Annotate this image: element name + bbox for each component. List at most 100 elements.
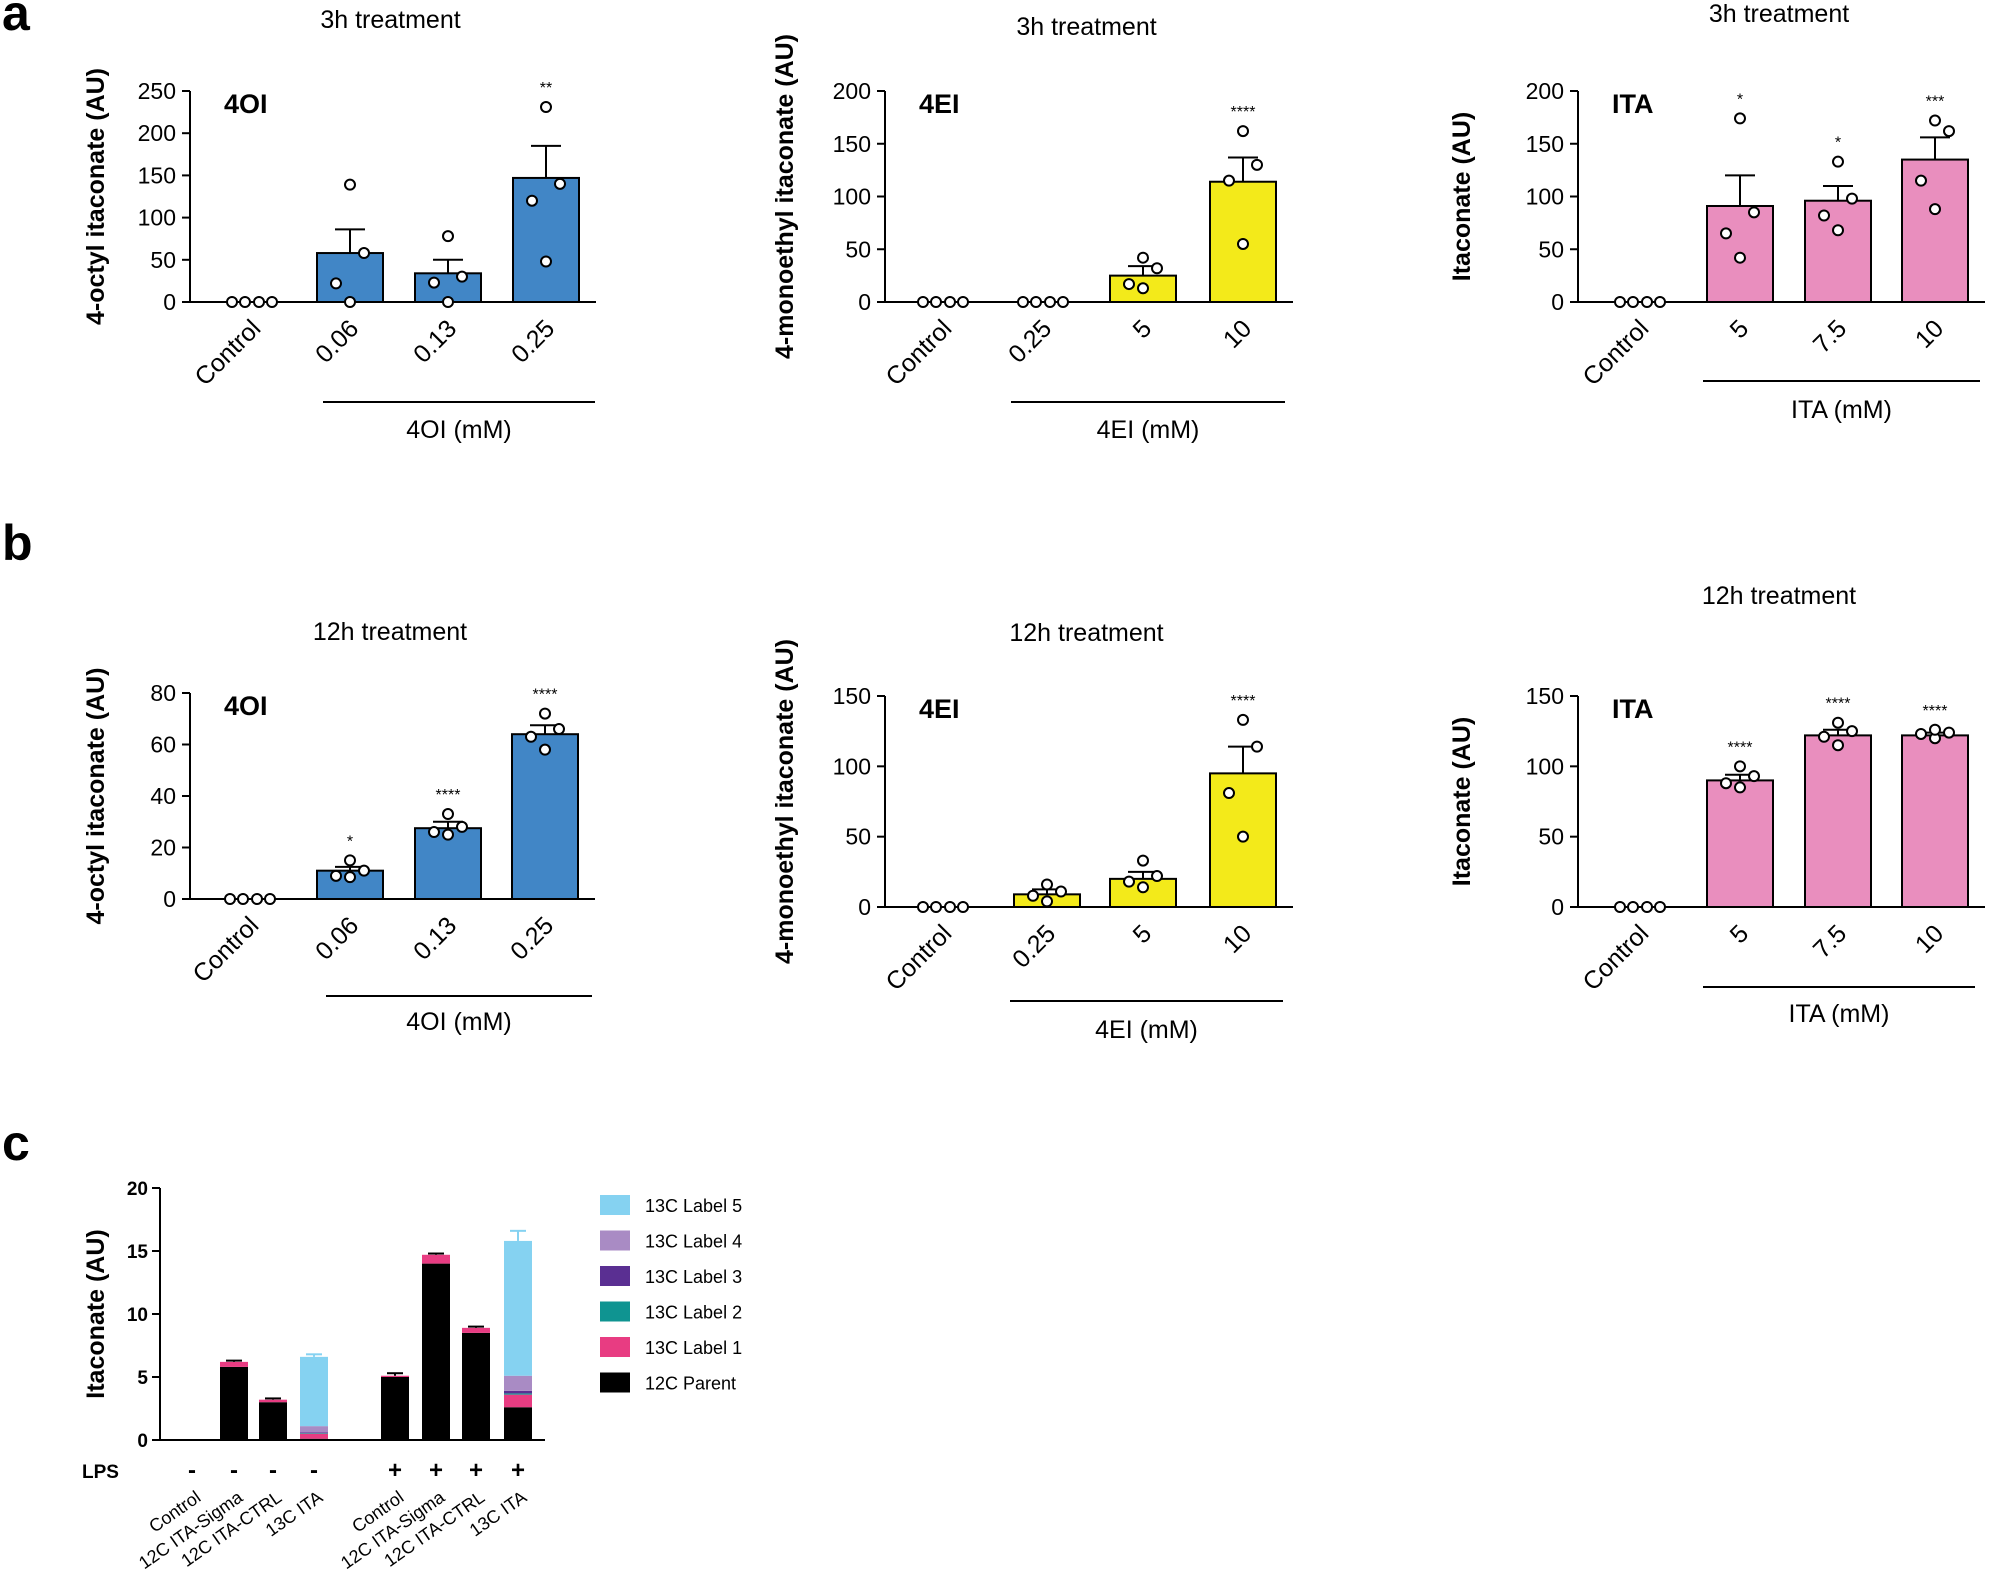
inset-label: 4OI xyxy=(224,89,268,119)
y-axis-label: 4-monoethyl itaconate (AU) xyxy=(771,639,799,964)
bar xyxy=(316,252,384,304)
data-point xyxy=(456,270,468,283)
stack-segment xyxy=(504,1394,532,1408)
data-point xyxy=(526,194,538,207)
data-point xyxy=(1846,725,1858,738)
data-point xyxy=(930,296,942,308)
data-point xyxy=(226,296,238,308)
significance-label: **** xyxy=(1728,739,1753,756)
significance-label: * xyxy=(1737,91,1743,108)
chart-b3: 12h treatment ITA Itaconate (AU) 0 50 100 150 C… xyxy=(1448,582,1985,1028)
stack-segment xyxy=(504,1375,532,1391)
y-tick-label: 0 xyxy=(1551,289,1564,315)
data-point xyxy=(540,255,552,268)
y-tick-label: 200 xyxy=(138,120,176,146)
data-point xyxy=(1654,901,1666,913)
lps-sign: - xyxy=(310,1457,318,1484)
data-point xyxy=(1041,895,1053,908)
significance-label: * xyxy=(1835,135,1841,152)
data-point xyxy=(344,871,356,884)
y-tick-label: 50 xyxy=(845,824,871,850)
group-label: ITA (mM) xyxy=(1789,1000,1890,1028)
data-point xyxy=(1044,296,1056,308)
data-point xyxy=(344,854,356,867)
stack-segment xyxy=(259,1402,287,1440)
x-tick-label: 0.25 xyxy=(506,314,560,368)
y-tick-label: 100 xyxy=(138,205,176,231)
legend-swatch xyxy=(600,1301,630,1322)
data-point xyxy=(456,820,468,833)
x-tick-label: 0.06 xyxy=(310,911,364,965)
chart-title: 12h treatment xyxy=(1702,582,1856,610)
data-point xyxy=(1123,875,1135,888)
lps-sign: - xyxy=(269,1457,277,1484)
data-point xyxy=(1748,206,1760,219)
x-tick-label: 10 xyxy=(1910,919,1949,958)
lps-row-label: LPS xyxy=(82,1462,119,1483)
y-tick-label: 50 xyxy=(1538,236,1564,262)
stack-segment xyxy=(300,1432,328,1434)
y-tick-label: 50 xyxy=(150,247,176,273)
data-point xyxy=(264,893,276,905)
data-point xyxy=(428,276,440,289)
data-point xyxy=(1137,251,1149,264)
data-point xyxy=(1818,730,1830,743)
data-point xyxy=(1654,296,1666,308)
data-point xyxy=(957,296,969,308)
data-point xyxy=(251,893,263,905)
legend-swatch xyxy=(600,1337,630,1357)
data-point xyxy=(1818,209,1830,222)
y-axis-label: Itaconate (AU) xyxy=(1448,112,1476,281)
data-point xyxy=(1137,854,1149,867)
y-tick-label: 0 xyxy=(858,894,871,920)
data-point xyxy=(1017,296,1029,308)
stack-segment xyxy=(300,1433,328,1439)
data-point xyxy=(1251,158,1263,171)
bar xyxy=(1804,199,1872,303)
y-tick-label: 15 xyxy=(127,1242,149,1263)
inset-label: ITA xyxy=(1612,89,1654,119)
data-point xyxy=(1720,777,1732,790)
stack-segment xyxy=(300,1426,328,1433)
data-point xyxy=(1123,278,1135,291)
data-point xyxy=(1832,739,1844,752)
data-point xyxy=(525,730,537,743)
data-point xyxy=(1915,174,1927,187)
panel-letter-b: b xyxy=(2,515,33,571)
y-tick-label: 0 xyxy=(1551,894,1564,920)
bar xyxy=(1901,734,1969,908)
lps-sign: - xyxy=(230,1457,238,1484)
y-tick-label: 150 xyxy=(138,162,176,188)
data-point xyxy=(554,177,566,190)
chart-b1: 12h treatment 4OI 4-octyl itaconate (AU) 0 2… xyxy=(82,618,595,1036)
y-tick-label: 100 xyxy=(833,753,871,779)
y-axis-label: Itaconate (AU) xyxy=(1448,717,1476,886)
inset-label: 4EI xyxy=(919,694,960,724)
data-point xyxy=(1832,224,1844,237)
significance-label: **** xyxy=(1826,696,1851,713)
data-point xyxy=(944,296,956,308)
y-tick-label: 60 xyxy=(150,732,176,758)
bar xyxy=(1706,779,1774,909)
legend-swatch xyxy=(600,1266,630,1286)
stack-segment xyxy=(220,1361,248,1367)
data-point xyxy=(1748,770,1760,783)
group-label: ITA (mM) xyxy=(1791,396,1892,424)
y-axis-label: 4-monoethyl itaconate (AU) xyxy=(771,34,799,359)
lps-sign: + xyxy=(429,1457,443,1484)
lps-sign: + xyxy=(388,1457,402,1484)
data-point xyxy=(540,101,552,114)
data-point xyxy=(1614,296,1626,308)
y-tick-label: 0 xyxy=(163,289,176,315)
y-tick-label: 150 xyxy=(1526,131,1564,157)
data-point xyxy=(1734,781,1746,794)
y-tick-label: 5 xyxy=(137,1368,148,1389)
bar xyxy=(511,733,579,901)
data-point xyxy=(1251,740,1263,753)
stack-segment xyxy=(220,1366,248,1440)
stack-segment xyxy=(462,1327,490,1333)
y-axis-label: Itaconate (AU) xyxy=(82,1229,110,1398)
data-point xyxy=(1720,227,1732,240)
x-tick-label: 10 xyxy=(1910,314,1949,353)
y-tick-label: 50 xyxy=(1538,824,1564,850)
